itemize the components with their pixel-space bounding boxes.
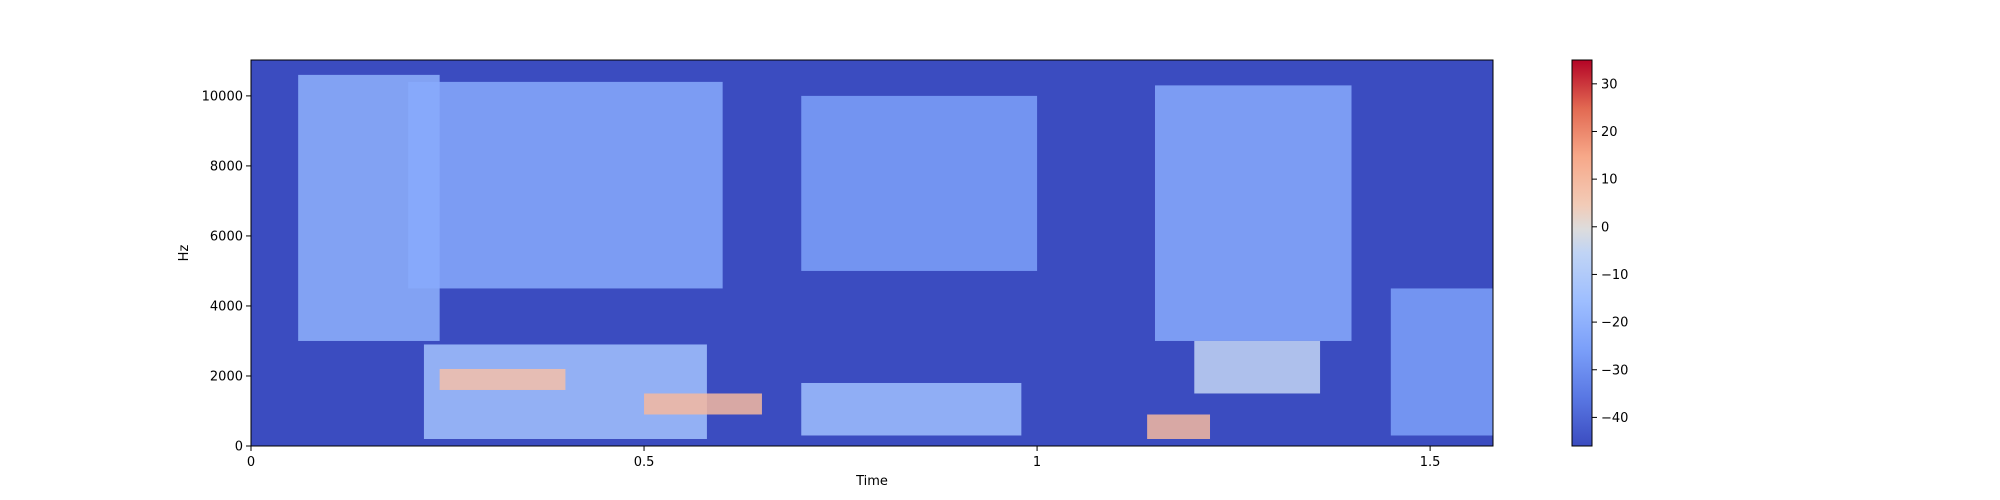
heatmap-frame <box>250 59 1494 447</box>
colorbar-tick-label: 10 <box>1601 173 1618 188</box>
heatmap-region <box>1154 85 1352 341</box>
colorbar-gradient <box>1571 59 1593 447</box>
x-tick-label: 0 <box>247 455 255 470</box>
x-axis-label: Time <box>855 474 888 489</box>
y-tick-label: 2000 <box>210 369 243 384</box>
heatmap-region <box>408 81 723 289</box>
heatmap-region <box>1390 288 1493 436</box>
heatmap-region <box>1147 414 1211 439</box>
heatmap-region <box>423 344 707 439</box>
heatmap-region <box>801 382 1022 436</box>
x-tick-label: 1 <box>1033 455 1041 470</box>
heatmap-cells <box>298 74 1493 439</box>
y-tick-label: 4000 <box>210 299 243 314</box>
colorbar-tick-label: −10 <box>1601 268 1628 283</box>
heatmap-axes: 0 0.5 1 1.5 0 2000 4000 6000 8000 10000 Time Hz <box>177 59 1494 489</box>
x-axis: 0 0.5 1 1.5 <box>247 446 1441 470</box>
y-axis-label: Hz <box>177 245 192 262</box>
x-tick-label: 1.5 <box>1420 455 1441 470</box>
colorbar-tick-label: −30 <box>1601 363 1628 378</box>
heatmap-region <box>644 393 762 415</box>
y-tick-label: 6000 <box>210 229 243 244</box>
heatmap-region <box>1194 340 1321 394</box>
colorbar-ticks: 30 20 10 0 −10 −20 −30 −40 <box>1592 77 1628 426</box>
colorbar-tick-label: 30 <box>1601 77 1618 92</box>
colorbar: 30 20 10 0 −10 −20 −30 −40 <box>1571 59 1628 447</box>
heatmap-region <box>439 368 566 390</box>
y-tick-label: 10000 <box>202 89 243 104</box>
y-tick-label: 0 <box>235 440 243 455</box>
y-tick-label: 8000 <box>210 159 243 174</box>
y-axis: 0 2000 4000 6000 8000 10000 <box>202 89 251 455</box>
colorbar-tick-label: −20 <box>1601 316 1628 331</box>
x-tick-label: 0.5 <box>634 455 655 470</box>
colorbar-tick-label: 20 <box>1601 125 1618 140</box>
heatmap-region <box>801 95 1038 271</box>
colorbar-tick-label: −40 <box>1601 411 1628 426</box>
colorbar-tick-label: 0 <box>1601 220 1609 235</box>
